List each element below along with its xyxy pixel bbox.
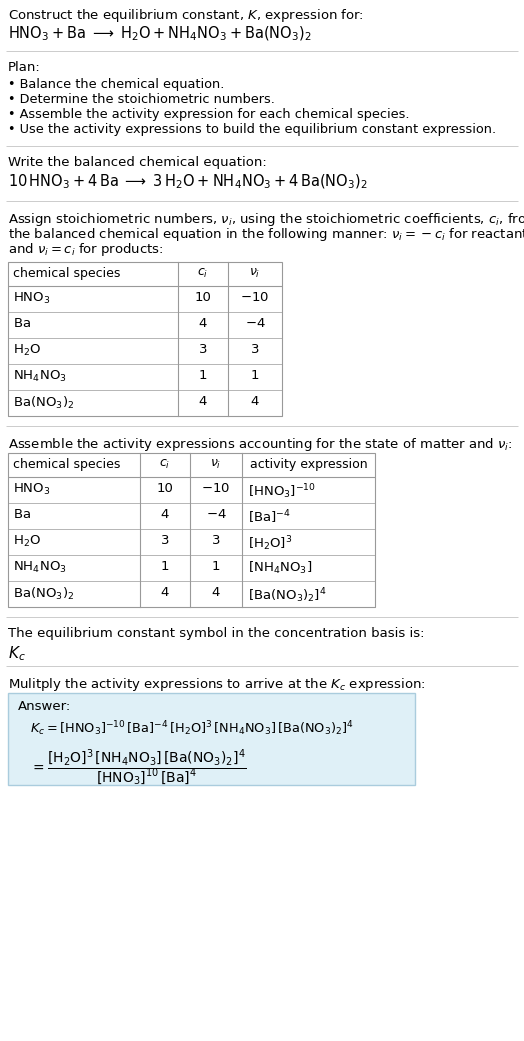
Text: 4: 4 (199, 395, 207, 408)
Text: chemical species: chemical species (13, 266, 121, 280)
Text: 3: 3 (212, 534, 220, 547)
Text: 10: 10 (194, 291, 212, 304)
Text: • Use the activity expressions to build the equilibrium constant expression.: • Use the activity expressions to build … (8, 123, 496, 136)
Text: activity expression: activity expression (250, 458, 367, 471)
Text: $\mathrm{Ba(NO_3)_2}$: $\mathrm{Ba(NO_3)_2}$ (13, 586, 74, 602)
Text: Mulitply the activity expressions to arrive at the $K_c$ expression:: Mulitply the activity expressions to arr… (8, 676, 426, 693)
Text: $\mathrm{H_2O}$: $\mathrm{H_2O}$ (13, 342, 41, 358)
Text: and $\nu_i = c_i$ for products:: and $\nu_i = c_i$ for products: (8, 242, 163, 258)
Text: $\nu_i$: $\nu_i$ (249, 266, 260, 280)
Text: 3: 3 (161, 534, 169, 547)
Bar (8, 453, 375, 607)
Text: $\mathrm{NH_4NO_3}$: $\mathrm{NH_4NO_3}$ (13, 560, 67, 575)
Text: chemical species: chemical species (13, 458, 121, 471)
Text: 4: 4 (199, 318, 207, 330)
Text: $-10$: $-10$ (241, 291, 269, 304)
Text: 3: 3 (251, 342, 259, 356)
Bar (8, 693, 415, 785)
Text: 4: 4 (161, 586, 169, 599)
Text: 1: 1 (161, 560, 169, 573)
Text: $-4$: $-4$ (205, 508, 226, 520)
Text: Assign stoichiometric numbers, $\nu_i$, using the stoichiometric coefficients, $: Assign stoichiometric numbers, $\nu_i$, … (8, 211, 524, 228)
Text: $\nu_i$: $\nu_i$ (210, 458, 222, 472)
Text: $\mathrm{HNO_3}$: $\mathrm{HNO_3}$ (13, 291, 50, 306)
Text: $[\mathrm{NH_4NO_3}]$: $[\mathrm{NH_4NO_3}]$ (248, 560, 312, 576)
Text: Plan:: Plan: (8, 61, 41, 74)
Text: • Balance the chemical equation.: • Balance the chemical equation. (8, 78, 224, 91)
Text: $\mathrm{Ba}$: $\mathrm{Ba}$ (13, 508, 31, 520)
Text: $\mathrm{H_2O}$: $\mathrm{H_2O}$ (13, 534, 41, 549)
Text: $\mathrm{HNO_3 + Ba \;\longrightarrow\; H_2O + NH_4NO_3 + Ba(NO_3)_2}$: $\mathrm{HNO_3 + Ba \;\longrightarrow\; … (8, 25, 312, 44)
Text: $K_c = [\mathrm{HNO_3}]^{-10}\,[\mathrm{Ba}]^{-4}\,[\mathrm{H_2O}]^{3}\,[\mathrm: $K_c = [\mathrm{HNO_3}]^{-10}\,[\mathrm{… (30, 719, 354, 738)
Text: $\mathrm{Ba(NO_3)_2}$: $\mathrm{Ba(NO_3)_2}$ (13, 395, 74, 411)
Text: • Assemble the activity expression for each chemical species.: • Assemble the activity expression for e… (8, 108, 409, 121)
Text: $c_i$: $c_i$ (198, 266, 209, 280)
Text: $\mathrm{Ba}$: $\mathrm{Ba}$ (13, 318, 31, 330)
Text: $\mathrm{NH_4NO_3}$: $\mathrm{NH_4NO_3}$ (13, 369, 67, 384)
Text: $[\mathrm{HNO_3}]^{-10}$: $[\mathrm{HNO_3}]^{-10}$ (248, 482, 316, 501)
Text: 3: 3 (199, 342, 208, 356)
Text: $c_i$: $c_i$ (159, 458, 171, 472)
Text: $K_c$: $K_c$ (8, 644, 26, 663)
Text: Write the balanced chemical equation:: Write the balanced chemical equation: (8, 156, 267, 169)
Text: $\mathrm{10\,HNO_3 + 4\,Ba \;\longrightarrow\; 3\,H_2O + NH_4NO_3 + 4\,Ba(NO_3)_: $\mathrm{10\,HNO_3 + 4\,Ba \;\longrighta… (8, 173, 368, 192)
Text: 1: 1 (251, 369, 259, 382)
Text: The equilibrium constant symbol in the concentration basis is:: The equilibrium constant symbol in the c… (8, 627, 424, 640)
Text: 4: 4 (212, 586, 220, 599)
Text: 4: 4 (251, 395, 259, 408)
Text: 10: 10 (157, 482, 173, 496)
Text: $= \dfrac{[\mathrm{H_2O}]^{3}\,[\mathrm{NH_4NO_3}]\,[\mathrm{Ba(NO_3)_2}]^{4}}{[: $= \dfrac{[\mathrm{H_2O}]^{3}\,[\mathrm{… (30, 748, 247, 788)
Text: 1: 1 (199, 369, 208, 382)
Text: $[\mathrm{H_2O}]^{3}$: $[\mathrm{H_2O}]^{3}$ (248, 534, 292, 553)
Text: Construct the equilibrium constant, $K$, expression for:: Construct the equilibrium constant, $K$,… (8, 7, 364, 24)
Text: • Determine the stoichiometric numbers.: • Determine the stoichiometric numbers. (8, 93, 275, 106)
Text: 1: 1 (212, 560, 220, 573)
Bar (8, 262, 282, 416)
Text: $\mathrm{HNO_3}$: $\mathrm{HNO_3}$ (13, 482, 50, 498)
Text: 4: 4 (161, 508, 169, 520)
Text: Answer:: Answer: (18, 700, 71, 713)
Text: $[\mathrm{Ba(NO_3)_2}]^{4}$: $[\mathrm{Ba(NO_3)_2}]^{4}$ (248, 586, 326, 605)
Text: Assemble the activity expressions accounting for the state of matter and $\nu_i$: Assemble the activity expressions accoun… (8, 436, 512, 453)
Text: $-10$: $-10$ (202, 482, 231, 496)
Text: $[\mathrm{Ba}]^{-4}$: $[\mathrm{Ba}]^{-4}$ (248, 508, 291, 526)
Text: $-4$: $-4$ (245, 318, 265, 330)
Text: the balanced chemical equation in the following manner: $\nu_i = -c_i$ for react: the balanced chemical equation in the fo… (8, 226, 524, 243)
